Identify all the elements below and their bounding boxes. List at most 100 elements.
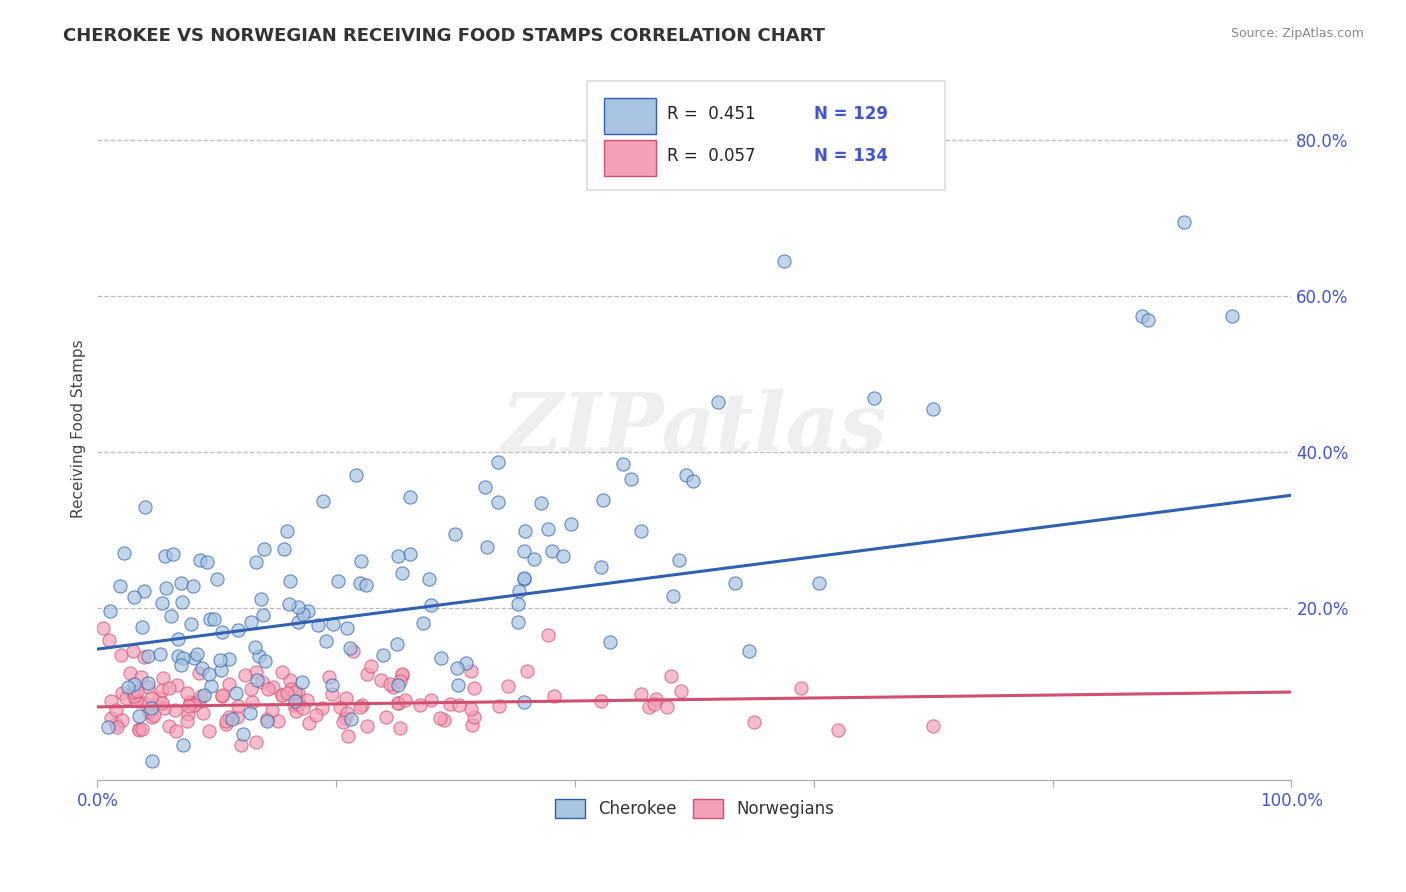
Point bbox=[315, 634, 337, 648]
Point bbox=[193, 688, 215, 702]
Point bbox=[179, 695, 201, 709]
Point bbox=[183, 698, 205, 712]
Text: Source: ZipAtlas.com: Source: ZipAtlas.com bbox=[1230, 27, 1364, 40]
Point bbox=[461, 717, 484, 731]
Point bbox=[100, 693, 122, 707]
Point bbox=[200, 679, 222, 693]
Point bbox=[125, 693, 148, 707]
Point bbox=[332, 715, 354, 730]
Point bbox=[233, 668, 256, 682]
Point bbox=[398, 490, 420, 504]
Point bbox=[271, 665, 294, 680]
Point bbox=[188, 552, 211, 566]
Point bbox=[742, 714, 765, 729]
Point bbox=[138, 705, 160, 719]
Point bbox=[443, 527, 465, 541]
Point bbox=[418, 573, 440, 587]
Point bbox=[198, 723, 221, 738]
Point bbox=[136, 680, 159, 694]
Point bbox=[391, 566, 413, 580]
Point bbox=[589, 694, 612, 708]
Point bbox=[271, 689, 294, 703]
Point bbox=[170, 576, 193, 591]
Point bbox=[240, 695, 263, 709]
Point bbox=[513, 572, 536, 586]
Point bbox=[283, 698, 305, 713]
Point bbox=[250, 675, 273, 690]
Point bbox=[246, 673, 269, 687]
Point bbox=[160, 609, 183, 624]
Point bbox=[356, 667, 378, 681]
Point bbox=[669, 684, 692, 698]
Point bbox=[181, 579, 204, 593]
Y-axis label: Receiving Food Stamps: Receiving Food Stamps bbox=[72, 340, 86, 518]
Point bbox=[207, 572, 229, 586]
Point bbox=[111, 713, 134, 727]
Point bbox=[291, 675, 314, 690]
Point bbox=[827, 723, 849, 737]
Point bbox=[630, 687, 652, 701]
Point bbox=[675, 467, 697, 482]
Point bbox=[128, 723, 150, 737]
Point bbox=[165, 703, 187, 717]
Point bbox=[127, 683, 149, 698]
Point bbox=[409, 698, 432, 712]
Point bbox=[132, 584, 155, 599]
Point bbox=[157, 719, 180, 733]
Point bbox=[152, 701, 174, 715]
Point bbox=[637, 699, 659, 714]
Point bbox=[276, 686, 298, 700]
Point bbox=[523, 551, 546, 566]
Point bbox=[922, 402, 945, 417]
Point bbox=[284, 694, 307, 708]
Point bbox=[208, 653, 231, 667]
Point bbox=[790, 681, 813, 695]
Point bbox=[508, 615, 530, 630]
Point bbox=[543, 689, 565, 703]
Point bbox=[111, 686, 134, 700]
Point bbox=[256, 713, 278, 727]
Point bbox=[439, 697, 461, 711]
Point bbox=[267, 714, 290, 728]
Point bbox=[724, 575, 747, 590]
Point bbox=[336, 621, 359, 635]
Point bbox=[387, 636, 409, 650]
Point bbox=[419, 692, 441, 706]
Point bbox=[183, 650, 205, 665]
Point bbox=[387, 678, 409, 692]
Point bbox=[336, 706, 359, 720]
Point bbox=[447, 698, 470, 713]
Point bbox=[211, 689, 233, 703]
Point bbox=[287, 694, 309, 708]
Point bbox=[250, 592, 273, 607]
Point bbox=[560, 516, 582, 531]
Legend: Cherokee, Norwegians: Cherokee, Norwegians bbox=[548, 792, 841, 825]
Point bbox=[292, 607, 315, 621]
Point bbox=[257, 682, 280, 697]
Point bbox=[329, 700, 352, 714]
Point bbox=[612, 457, 634, 471]
Point bbox=[193, 706, 215, 720]
Point bbox=[231, 738, 253, 752]
Point bbox=[287, 697, 309, 711]
Point bbox=[433, 714, 456, 728]
Point bbox=[131, 723, 153, 737]
Point bbox=[179, 698, 201, 713]
Point bbox=[513, 544, 536, 558]
Point bbox=[486, 455, 509, 469]
Point bbox=[328, 574, 350, 588]
Point bbox=[1220, 309, 1243, 323]
Point bbox=[668, 553, 690, 567]
Point bbox=[108, 579, 131, 593]
Point bbox=[682, 474, 704, 488]
Point bbox=[496, 679, 519, 693]
Point bbox=[176, 686, 198, 700]
Point bbox=[322, 616, 344, 631]
Text: R =  0.057: R = 0.057 bbox=[666, 147, 755, 165]
Point bbox=[513, 695, 536, 709]
Point bbox=[166, 678, 188, 692]
Point bbox=[356, 719, 378, 733]
Point bbox=[131, 620, 153, 634]
Point bbox=[134, 500, 156, 515]
Point bbox=[141, 754, 163, 768]
